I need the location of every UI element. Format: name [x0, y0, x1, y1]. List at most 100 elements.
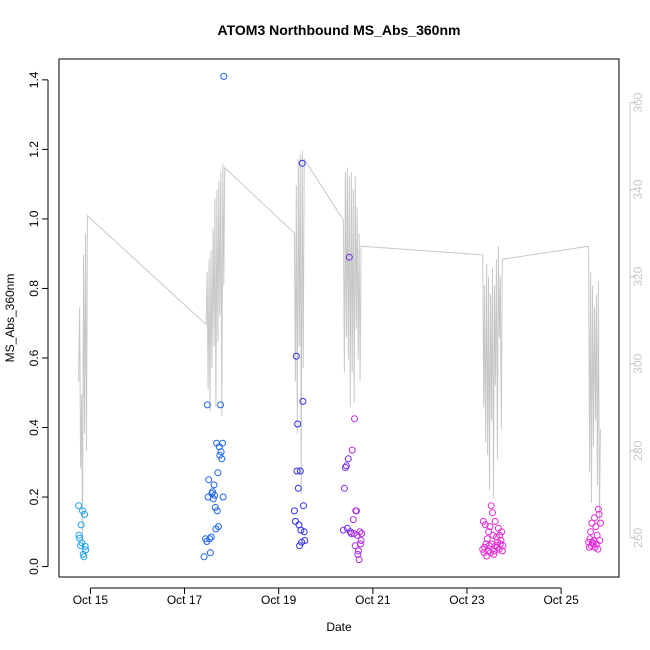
data-point: [489, 509, 496, 517]
data-point: [479, 517, 487, 525]
data-point: [296, 467, 304, 475]
data-point: [487, 549, 494, 557]
x-axis: Oct 15 Oct 17 Oct 19 Oct 21 Oct 23 Oct 25: [73, 587, 579, 607]
x-tick-label: Oct 21: [355, 593, 391, 607]
data-point: [206, 549, 214, 557]
plot-frame: [58, 58, 620, 578]
data-point: [357, 537, 365, 544]
data-point: [491, 517, 499, 525]
y2-tick-label: 340: [631, 179, 645, 199]
data-point: [589, 540, 597, 548]
data-point: [209, 488, 217, 496]
data-point: [483, 552, 491, 560]
data-point: [203, 401, 211, 409]
data-point: [485, 528, 493, 536]
data-point: [220, 72, 228, 80]
y2-tick-label: 320: [631, 266, 645, 286]
data-point: [206, 535, 214, 543]
data-point: [349, 516, 357, 524]
data-point: [340, 484, 348, 492]
data-point: [297, 526, 305, 534]
data-point: [209, 495, 217, 503]
data-point: [356, 528, 364, 536]
data-point: [351, 415, 358, 423]
data-point: [341, 464, 349, 471]
data-point: [290, 507, 298, 515]
y-tick-label: 0.8: [27, 280, 41, 297]
line-series-0: [78, 150, 601, 556]
data-point: [80, 553, 88, 561]
y-axis-label: MS_Abs_360nm: [3, 274, 17, 363]
data-point: [587, 528, 595, 536]
data-point: [296, 542, 304, 550]
data-point: [353, 507, 360, 515]
data-point: [81, 542, 89, 550]
data-point: [489, 531, 497, 539]
data-point: [207, 533, 215, 541]
data-point: [592, 523, 600, 531]
data-point: [594, 545, 602, 553]
data-point: [345, 253, 353, 261]
data-point: [344, 455, 352, 463]
data-point: [217, 448, 225, 456]
data-point: [498, 528, 506, 536]
y-tick-label: 0.2: [27, 488, 41, 505]
data-point: [211, 491, 219, 499]
scatter-points: [75, 72, 604, 564]
data-point: [298, 159, 306, 167]
data-point: [596, 519, 604, 527]
data-point: [79, 507, 86, 515]
data-point: [492, 533, 500, 541]
data-point: [498, 547, 506, 555]
chart-title: ATOM3 Northbound MS_Abs_360nm: [218, 22, 461, 38]
right-axis-line-series: [78, 150, 601, 556]
y2-tick-label: 280: [631, 440, 645, 460]
y2-tick-label: 360: [631, 92, 645, 112]
data-point: [81, 510, 88, 518]
data-point: [595, 510, 603, 518]
data-point: [292, 352, 300, 360]
y2-tick-label: 260: [631, 527, 645, 547]
data-point: [483, 535, 491, 543]
data-point: [342, 462, 350, 470]
y-tick-label: 1.4: [27, 71, 41, 88]
x-tick-label: Oct 25: [543, 593, 579, 607]
data-point: [219, 493, 227, 501]
data-point: [481, 521, 489, 529]
data-point: [299, 397, 307, 405]
y-tick-label: 0.4: [27, 419, 41, 436]
data-point: [591, 514, 598, 522]
y-axis-left: 0.0 0.2 0.4 0.6 0.8 1.0 1.2 1.4: [27, 71, 49, 575]
data-point: [219, 439, 226, 447]
data-point: [75, 502, 83, 510]
data-point: [300, 502, 307, 510]
y-tick-label: 0.6: [27, 349, 41, 366]
data-point: [496, 531, 504, 539]
data-point: [594, 505, 602, 513]
data-point: [301, 537, 309, 544]
data-point: [300, 528, 308, 536]
data-point: [214, 469, 222, 477]
data-point: [294, 484, 302, 492]
data-point: [200, 553, 208, 561]
data-point: [210, 481, 218, 489]
data-point: [490, 550, 498, 558]
y-tick-label: 1.2: [27, 141, 41, 158]
y-tick-label: 0.0: [27, 558, 41, 575]
data-point: [355, 556, 363, 564]
data-point: [216, 451, 224, 459]
data-point: [354, 550, 362, 558]
data-point: [348, 446, 356, 454]
data-point: [215, 523, 222, 531]
data-point: [205, 476, 213, 484]
data-point: [339, 526, 347, 534]
data-point: [291, 517, 299, 525]
data-point: [217, 401, 224, 409]
data-point: [486, 523, 494, 531]
data-point: [356, 540, 364, 548]
data-point: [293, 467, 301, 475]
data-point: [77, 521, 85, 529]
y2-tick-label: 300: [631, 353, 645, 373]
x-tick-label: Oct 17: [167, 593, 203, 607]
